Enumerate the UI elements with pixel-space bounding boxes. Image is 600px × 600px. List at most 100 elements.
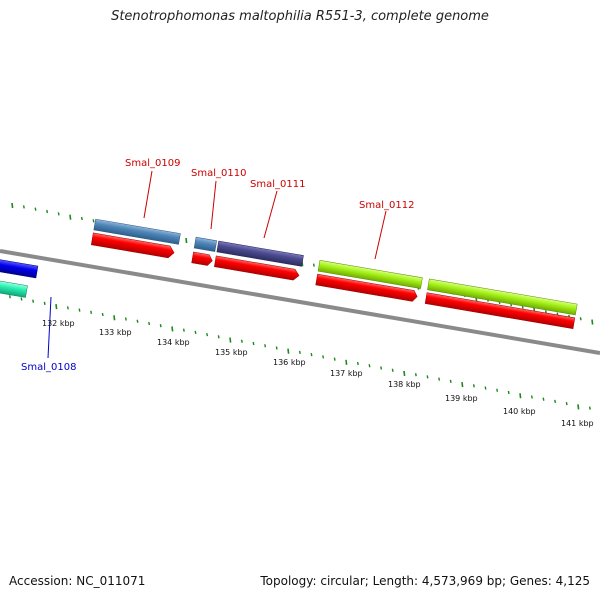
minor-tick — [182, 328, 185, 332]
gene-feature-smal-0111-box[interactable] — [216, 240, 304, 267]
cds-arrow-0110[interactable] — [191, 251, 214, 266]
minor-tick — [159, 324, 162, 328]
major-tick — [287, 348, 290, 354]
minor-tick — [206, 332, 209, 337]
cds-arrow-0111[interactable] — [214, 255, 300, 281]
gene-arrow-reverse[interactable] — [0, 258, 39, 279]
leader-smal-0109 — [143, 170, 153, 219]
scale-label: 140 kbp — [503, 407, 536, 416]
major-tick — [591, 319, 594, 325]
major-tick — [185, 237, 188, 244]
scale-label: 141 kbp — [561, 419, 594, 428]
gene-label-smal-0108[interactable]: Smal_0108 — [21, 362, 76, 373]
minor-tick — [426, 375, 429, 379]
minor-tick — [542, 397, 545, 401]
major-tick — [403, 370, 406, 377]
minor-tick — [554, 399, 557, 404]
minor-tick — [507, 390, 510, 395]
minor-tick — [46, 209, 49, 214]
minor-tick — [449, 379, 452, 383]
major-tick — [229, 337, 232, 343]
minor-tick — [298, 350, 301, 355]
minor-tick — [484, 386, 487, 390]
genome-summary: Topology: circular; Length: 4,573,969 bp… — [260, 574, 590, 588]
gene-feature-smal-0109-box[interactable] — [93, 218, 181, 245]
major-tick — [345, 359, 348, 365]
minor-tick — [414, 373, 417, 377]
major-tick — [69, 214, 72, 220]
leader-smal-0110 — [210, 180, 217, 230]
minor-tick — [148, 321, 151, 326]
minor-tick — [20, 297, 23, 301]
minor-tick — [78, 308, 81, 312]
scale-label: 138 kbp — [388, 380, 421, 389]
gene-label-smal-0109[interactable]: Smal_0109 — [125, 158, 180, 169]
gene-label-smal-0111[interactable]: Smal_0111 — [250, 179, 305, 190]
minor-tick — [380, 366, 383, 370]
minor-tick — [66, 306, 69, 310]
scale-label: 137 kbp — [330, 369, 363, 378]
genome-title: Stenotrophomonas maltophilia R551-3, com… — [111, 9, 489, 24]
minor-tick — [194, 330, 197, 334]
gene-feature-smal-0112-box[interactable] — [317, 260, 578, 316]
minor-tick — [579, 317, 582, 321]
minor-tick — [80, 216, 83, 221]
minor-tick — [34, 207, 37, 211]
scale-label: 133 kbp — [99, 328, 132, 337]
cds-arrow-next[interactable] — [424, 292, 576, 329]
minor-tick — [124, 317, 127, 321]
minor-tick — [217, 335, 220, 339]
gene-label-smal-0110[interactable]: Smal_0110 — [191, 168, 246, 179]
scale-label: 136 kbp — [273, 358, 306, 367]
minor-tick — [43, 301, 46, 306]
scale-label: 135 kbp — [215, 348, 248, 357]
minor-tick — [275, 346, 278, 350]
major-tick — [171, 326, 174, 332]
minor-tick — [8, 295, 11, 299]
leader-smal-0112 — [374, 210, 387, 260]
minor-tick — [32, 299, 35, 303]
minor-tick — [136, 319, 139, 323]
minor-tick — [333, 357, 336, 361]
gene-feature-smal-0110-box[interactable] — [193, 236, 218, 252]
minor-tick — [588, 406, 591, 410]
major-tick — [577, 404, 580, 410]
minor-tick — [368, 364, 371, 368]
gene-feature-smal-0108-box[interactable] — [0, 277, 28, 298]
minor-tick — [496, 388, 499, 392]
minor-tick — [310, 352, 313, 357]
minor-tick — [101, 312, 104, 317]
major-tick — [55, 304, 58, 310]
accession-label: Accession: NC_011071 — [9, 574, 146, 588]
major-tick — [519, 393, 522, 399]
minor-tick — [438, 377, 441, 381]
gene-label-smal-0112[interactable]: Smal_0112 — [359, 200, 414, 211]
minor-tick — [92, 219, 95, 223]
scale-label: 132 kbp — [42, 319, 75, 328]
minor-tick — [472, 384, 475, 388]
minor-tick — [264, 344, 267, 348]
cds-arrow-0109[interactable] — [90, 232, 175, 259]
leader-smal-0108 — [47, 296, 52, 359]
major-tick — [11, 202, 14, 209]
minor-tick — [530, 395, 533, 399]
minor-tick — [391, 368, 394, 372]
scale-label: 134 kbp — [157, 338, 190, 347]
minor-tick — [356, 361, 359, 366]
minor-tick — [57, 212, 60, 216]
minor-tick — [22, 205, 25, 209]
minor-tick — [322, 355, 325, 359]
minor-tick — [312, 263, 315, 267]
minor-tick — [90, 310, 93, 314]
major-tick — [113, 315, 116, 321]
minor-tick — [565, 401, 568, 406]
scale-label: 139 kbp — [445, 394, 478, 403]
major-tick — [461, 381, 464, 388]
lower-tick-row — [8, 295, 591, 410]
leader-smal-0111 — [263, 190, 278, 239]
cds-arrow-0112[interactable] — [315, 273, 418, 302]
minor-tick — [240, 339, 243, 343]
genome-backbone — [0, 249, 600, 355]
minor-tick — [252, 341, 255, 346]
